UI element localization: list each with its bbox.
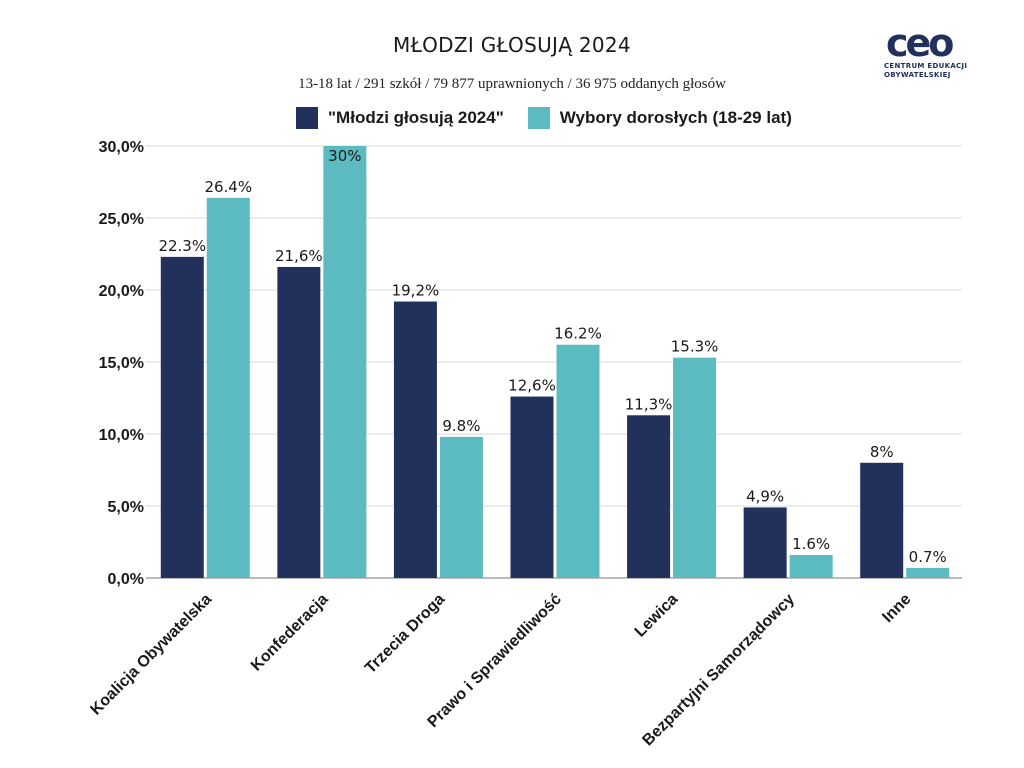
y-tick-label: 20,0% — [99, 283, 144, 300]
data-label: 15.3% — [671, 338, 719, 356]
bar-series-2 — [789, 554, 833, 578]
data-label: 0.7% — [909, 548, 947, 566]
y-tick-label: 30,0% — [99, 139, 144, 156]
y-tick-label: 5,0% — [108, 499, 144, 516]
bar-series-1 — [743, 507, 787, 578]
data-label: 16.2% — [554, 325, 602, 343]
data-label: 1.6% — [792, 535, 830, 553]
y-tick-label: 25,0% — [99, 211, 144, 228]
bar-series-1 — [393, 301, 437, 578]
bar-series-1 — [860, 462, 904, 578]
data-label: 12,6% — [508, 377, 556, 395]
bar-series-2 — [673, 357, 717, 578]
data-label: 30% — [328, 147, 361, 165]
ceo-logo: ceo CENTRUM EDUKACJI OBYWATELSKIEJ — [884, 21, 984, 86]
chart-legend: "Młodzi głosują 2024" Wybory dorosłych (… — [296, 107, 816, 129]
x-tick-label: Prawo i Sprawiedliwość — [425, 591, 565, 731]
data-label: 11,3% — [625, 395, 673, 413]
data-label: 22.3% — [158, 237, 206, 255]
legend-swatch-series-1 — [296, 107, 318, 129]
data-label: 9.8% — [442, 417, 480, 435]
legend-label-series-2: Wybory dorosłych (18-29 lat) — [559, 108, 792, 127]
y-tick-label: 15,0% — [99, 355, 144, 372]
legend-swatch-series-2 — [527, 107, 550, 129]
bar-series-2 — [439, 436, 483, 578]
data-label: 8% — [870, 443, 894, 461]
legend-item-series-1: "Młodzi głosują 2024" — [296, 107, 504, 129]
x-tick-label: Inne — [879, 591, 914, 626]
bar-series-2 — [323, 146, 367, 578]
x-tick-label: Trzecia Droga — [362, 591, 448, 677]
data-label: 4,9% — [746, 487, 784, 505]
legend-item-series-2: Wybory dorosłych (18-29 lat) — [527, 107, 792, 129]
bar-series-1 — [627, 415, 671, 578]
data-label: 19,2% — [392, 282, 440, 300]
bar-series-1 — [160, 256, 204, 578]
chart-subtitle: 13-18 lat / 291 szkół / 79 877 uprawnion… — [298, 76, 726, 92]
chart-title: MŁODZI GŁOSUJĄ 2024 — [393, 33, 631, 57]
logo-line-2: OBYWATELSKIEJ — [884, 71, 951, 79]
bar-series-1 — [277, 266, 321, 578]
data-label: 21,6% — [275, 247, 323, 265]
logo-mark: ceo — [886, 21, 954, 65]
bar-series-1 — [510, 396, 554, 578]
bar-series-2 — [556, 344, 600, 578]
x-tick-label: Lewica — [632, 591, 682, 641]
y-tick-label: 10,0% — [99, 427, 144, 444]
bar-series-2 — [906, 567, 950, 578]
bar-series-2 — [206, 197, 250, 578]
x-tick-label: Koalicja Obywatelska — [87, 591, 215, 719]
logo-line-1: CENTRUM EDUKACJI — [884, 62, 968, 70]
legend-label-series-1: "Młodzi głosują 2024" — [328, 108, 504, 127]
data-label: 26.4% — [204, 178, 252, 196]
y-tick-label: 0,0% — [108, 571, 144, 588]
x-tick-label: Konfederacja — [248, 591, 332, 675]
